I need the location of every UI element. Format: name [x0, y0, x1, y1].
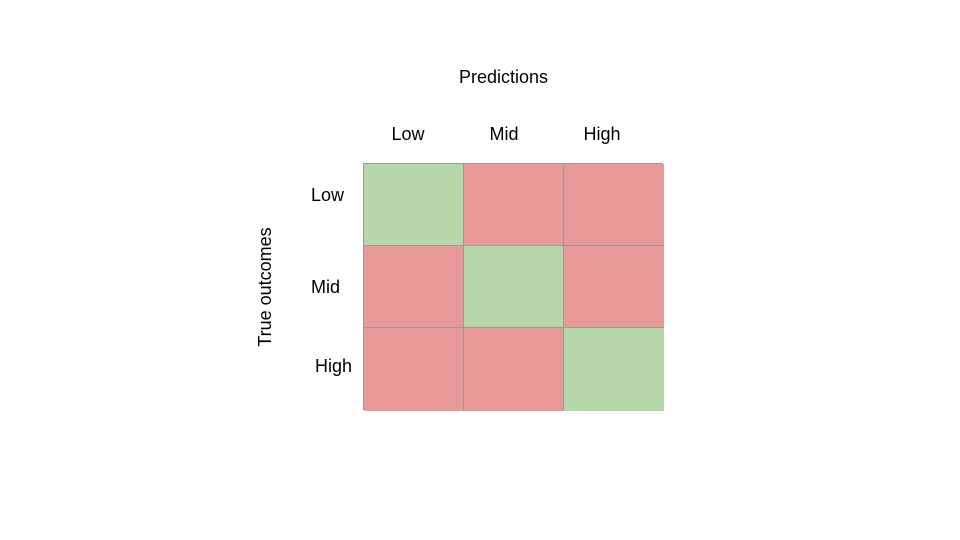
- row-label-low: Low: [311, 185, 345, 205]
- matrix-cell-low-high: [564, 164, 664, 246]
- matrix-cell-high-low: [364, 328, 464, 411]
- column-label-mid: Mid: [489, 124, 519, 144]
- confusion-matrix-grid: [363, 163, 664, 411]
- matrix-cell-high-high: [564, 328, 664, 411]
- column-label-low: Low: [391, 124, 425, 144]
- row-label-mid: Mid: [311, 277, 341, 297]
- matrix-cell-mid-low: [364, 246, 464, 328]
- row-label-high: High: [315, 356, 353, 376]
- column-label-high: High: [583, 124, 621, 144]
- matrix-cell-low-mid: [464, 164, 564, 246]
- x-axis-title: Predictions: [459, 67, 549, 87]
- matrix-cell-mid-mid: [464, 246, 564, 328]
- matrix-cell-low-low: [364, 164, 464, 246]
- matrix-cell-mid-high: [564, 246, 664, 328]
- matrix-cell-high-mid: [464, 328, 564, 411]
- y-axis-title: True outcomes: [255, 227, 275, 347]
